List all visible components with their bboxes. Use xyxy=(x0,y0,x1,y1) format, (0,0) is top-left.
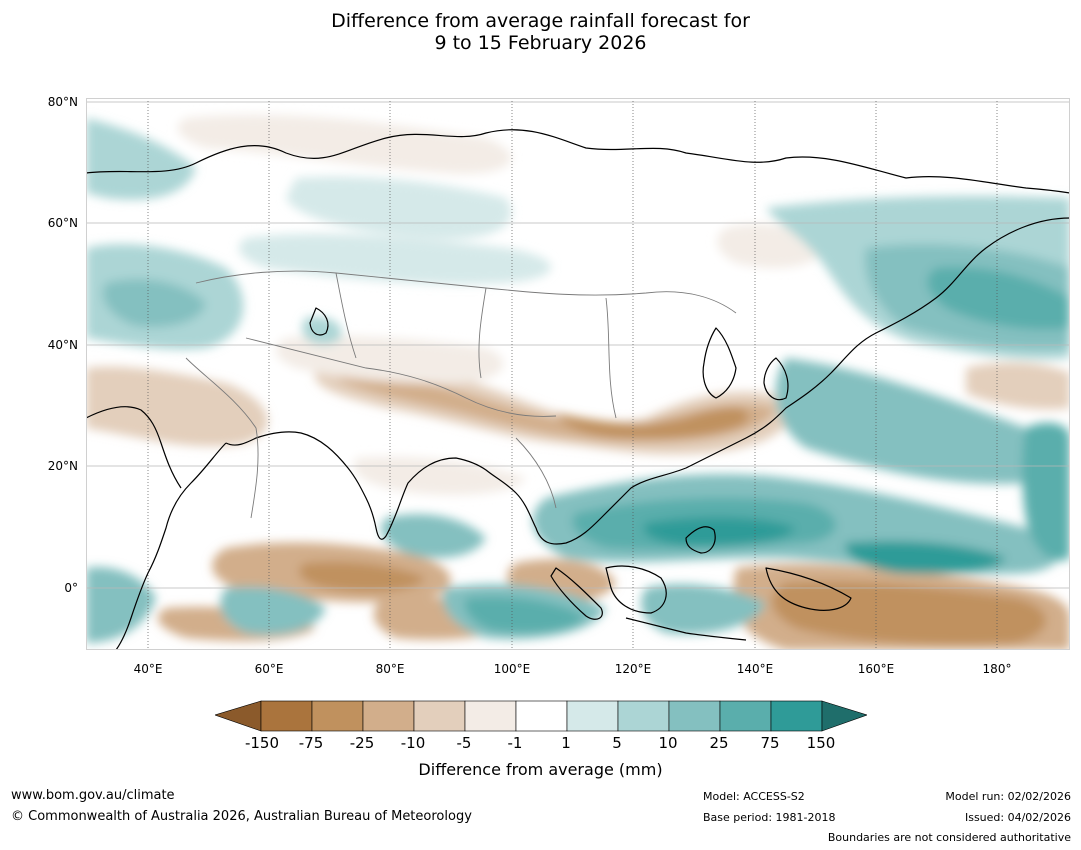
colorbar-segment xyxy=(566,700,619,732)
colorbar-segment xyxy=(464,700,517,732)
base-period: Base period: 1981-2018 xyxy=(703,811,836,824)
colorbar-tick: -5 xyxy=(456,734,472,752)
colorbar-tick: 25 xyxy=(709,734,729,752)
colorbar-tick: 150 xyxy=(806,734,836,752)
colorbar-segment xyxy=(617,700,670,732)
title-line-2: 9 to 15 February 2026 xyxy=(434,32,647,54)
longitude-gridlines xyxy=(147,98,998,650)
colorbar-segment xyxy=(515,700,568,732)
colorbar-label: Difference from average (mm) xyxy=(418,760,663,779)
lon-label-140e: 140°E xyxy=(736,662,774,676)
map-title: Difference from average rainfall forecas… xyxy=(0,10,1081,54)
rainfall-anomaly-field xyxy=(86,114,1070,650)
lat-label-40n: 40°N xyxy=(47,338,78,352)
colorbar-segments xyxy=(260,700,823,732)
colorbar xyxy=(214,700,868,738)
colorbar-segment xyxy=(362,700,415,732)
coastlines xyxy=(86,129,1070,650)
colorbar-segment xyxy=(770,700,823,732)
website-link[interactable]: www.bom.gov.au/climate xyxy=(11,788,175,803)
colorbar-underflow-arrow xyxy=(214,700,262,732)
rainfall-map xyxy=(86,98,1070,650)
colorbar-segment xyxy=(260,700,313,732)
lon-label-120e: 120°E xyxy=(614,662,652,676)
lat-label-0: 0° xyxy=(64,581,78,595)
title-line-1: Difference from average rainfall forecas… xyxy=(331,10,750,32)
colorbar-tick: 5 xyxy=(612,734,622,752)
model-name: Model: ACCESS-S2 xyxy=(703,790,805,803)
lat-label-20n: 20°N xyxy=(47,459,78,473)
model-run-date: Model run: 02/02/2026 xyxy=(945,790,1071,803)
latitude-gridlines xyxy=(86,101,1070,589)
colorbar-tick: -25 xyxy=(349,734,375,752)
lon-label-160e: 160°E xyxy=(857,662,895,676)
colorbar-segment xyxy=(719,700,772,732)
country-boundaries xyxy=(185,270,737,519)
boundaries-note: Boundaries are not considered authoritat… xyxy=(827,831,1071,844)
colorbar-tick: 75 xyxy=(760,734,780,752)
lon-label-180: 180° xyxy=(982,662,1012,676)
colorbar-tick: 1 xyxy=(561,734,571,752)
lon-label-100e: 100°E xyxy=(493,662,531,676)
lat-label-60n: 60°N xyxy=(47,216,78,230)
lat-label-80n: 80°N xyxy=(47,95,78,109)
colorbar-tick: 10 xyxy=(658,734,678,752)
colorbar-segment xyxy=(311,700,364,732)
colorbar-tick: -150 xyxy=(244,734,280,752)
colorbar-tick: -75 xyxy=(298,734,324,752)
colorbar-segment xyxy=(413,700,466,732)
colorbar-overflow-arrow xyxy=(821,700,868,732)
lon-label-60e: 60°E xyxy=(254,662,284,676)
copyright-text: © Commonwealth of Australia 2026, Austra… xyxy=(11,809,472,824)
lon-label-80e: 80°E xyxy=(375,662,405,676)
colorbar-tick: -1 xyxy=(507,734,523,752)
colorbar-segment xyxy=(668,700,721,732)
issued-date: Issued: 04/02/2026 xyxy=(964,811,1071,824)
lon-label-40e: 40°E xyxy=(133,662,163,676)
colorbar-tick: -10 xyxy=(400,734,426,752)
